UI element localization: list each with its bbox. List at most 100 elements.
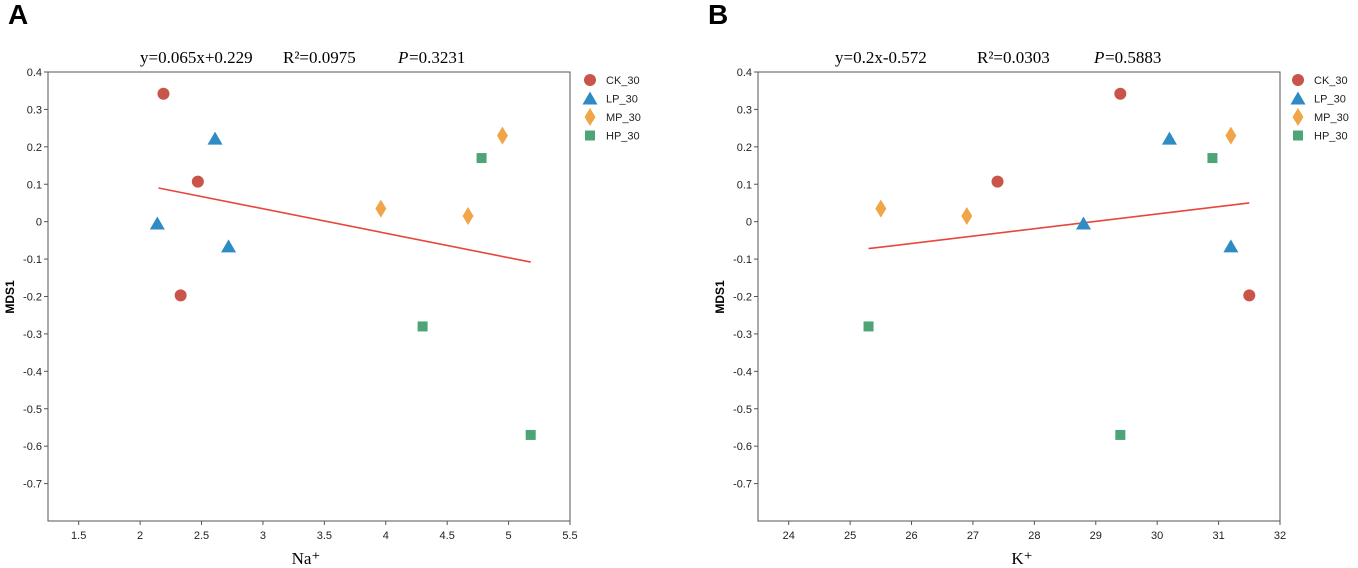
- y-tick-label: -0.3: [23, 329, 42, 341]
- r-squared: R²=0.0975: [283, 48, 356, 67]
- x-tick-label: 3.5: [317, 530, 332, 542]
- fit-line: [868, 202, 1250, 250]
- legend: CK_30 LP_30 MP_30 HP_30: [1290, 74, 1349, 143]
- x-tick-label: 3: [260, 530, 266, 542]
- legend-label: LP_30: [1314, 94, 1346, 106]
- series-hp-30: [417, 153, 536, 440]
- data-point: [875, 199, 887, 218]
- x-tick-label: 26: [905, 530, 917, 542]
- y-tick-label: 0.2: [27, 142, 42, 154]
- data-point: [157, 87, 170, 100]
- x-axis-label: K⁺: [1011, 549, 1032, 568]
- data-point: [863, 321, 874, 332]
- data-point: [462, 207, 474, 226]
- y-tick-label: -0.4: [733, 366, 752, 378]
- data-point: [1075, 216, 1091, 230]
- data-point: [221, 239, 237, 253]
- legend-marker: [584, 108, 596, 126]
- x-axis-label: Na⁺: [292, 549, 321, 568]
- legend-label: MP_30: [1314, 112, 1349, 124]
- y-tick-label: 0.1: [737, 179, 752, 191]
- x-tick-label: 5: [506, 530, 512, 542]
- y-tick-label: -0.5: [733, 404, 752, 416]
- legend-marker: [1293, 130, 1303, 141]
- x-tick-label: 25: [844, 530, 856, 542]
- data-point: [1114, 87, 1127, 100]
- legend-label: HP_30: [1314, 131, 1348, 143]
- series-mp-30: [375, 126, 508, 226]
- regression-equation: y=0.2x-0.572: [835, 48, 927, 67]
- panel-b: B 0.4 0.3 0.2 0.1 0 -0.1 -0.2 -0.3 -0.4 -0.5 -0.6 -0…: [708, 0, 1349, 568]
- legend-label: CK_30: [1314, 75, 1348, 87]
- series-ck-30: [157, 87, 204, 302]
- panel-letter: B: [708, 0, 728, 30]
- legend: CK_30 LP_30 MP_30 HP_30: [582, 74, 641, 143]
- series-hp-30: [863, 153, 1218, 440]
- r-squared: R²=0.0303: [977, 48, 1050, 67]
- plot-frame: [757, 71, 1281, 522]
- fit-line: [158, 187, 531, 263]
- legend-marker: [585, 130, 595, 141]
- x-tick-label: 30: [1151, 530, 1163, 542]
- x-tick-label: 4: [383, 530, 389, 542]
- legend-marker: [1292, 74, 1304, 86]
- y-tick-label: 0.4: [737, 67, 752, 79]
- y-tick-label: -0.3: [733, 329, 752, 341]
- regression-equation: y=0.065x+0.229: [140, 48, 253, 67]
- y-tick-label: -0.5: [23, 404, 42, 416]
- y-tick-label: -0.1: [733, 254, 752, 266]
- y-tick-label: -0.2: [23, 292, 42, 304]
- p-value: =0.3231: [409, 48, 465, 67]
- y-tick-label: 0.2: [737, 142, 752, 154]
- p-prefix: P: [397, 48, 408, 67]
- legend-marker: [582, 91, 598, 105]
- data-point: [1161, 131, 1177, 145]
- data-point: [1243, 289, 1256, 302]
- p-prefix: P: [1093, 48, 1104, 67]
- x-tick-label: 4.5: [440, 530, 455, 542]
- data-point: [149, 216, 165, 230]
- y-tick-label: -0.1: [23, 254, 42, 266]
- x-tick-label: 28: [1028, 530, 1040, 542]
- series-ck-30: [991, 87, 1256, 302]
- y-tick-label: -0.7: [733, 479, 752, 491]
- data-point: [1225, 126, 1237, 145]
- data-point: [207, 131, 223, 145]
- legend-marker: [1290, 91, 1306, 105]
- x-tick-label: 24: [783, 530, 795, 542]
- y-tick-label: -0.6: [733, 441, 752, 453]
- panel-letter: A: [8, 0, 28, 30]
- x-tick-label: 31: [1212, 530, 1224, 542]
- y-axis-label: MDS1: [713, 280, 727, 314]
- legend-marker: [1292, 108, 1304, 126]
- data-point: [1207, 153, 1218, 164]
- x-tick-label: 27: [967, 530, 979, 542]
- p-value: =0.5883: [1105, 48, 1161, 67]
- x-tick-label: 2.5: [194, 530, 209, 542]
- y-tick-label: 0.4: [27, 67, 42, 79]
- data-point: [991, 175, 1004, 188]
- data-point: [1223, 239, 1239, 253]
- series-lp-30: [149, 131, 237, 253]
- legend-label: CK_30: [606, 75, 640, 87]
- data-point: [174, 289, 187, 302]
- x-tick-label: 29: [1090, 530, 1102, 542]
- legend-label: MP_30: [606, 112, 641, 124]
- y-tick-label: 0: [746, 217, 752, 229]
- data-point: [375, 199, 387, 218]
- x-tick-label: 2: [137, 530, 143, 542]
- data-point: [191, 175, 204, 188]
- y-tick-label: 0.1: [27, 179, 42, 191]
- series-lp-30: [1075, 131, 1239, 253]
- y-tick-label: -0.6: [23, 441, 42, 453]
- y-tick-label: -0.7: [23, 479, 42, 491]
- data-point: [525, 429, 536, 440]
- y-tick-label: 0.3: [737, 104, 752, 116]
- panel-a: A 0.4 0.3 0.2 0.1 0 -0.1 -0.2 -0.3 -0.4 -0.5 -0.6 -0…: [3, 0, 641, 568]
- data-point: [1115, 429, 1126, 440]
- x-tick-label: 1.5: [71, 530, 86, 542]
- plot-frame: [47, 71, 571, 522]
- y-axis-label: MDS1: [3, 280, 17, 314]
- legend-label: LP_30: [606, 94, 638, 106]
